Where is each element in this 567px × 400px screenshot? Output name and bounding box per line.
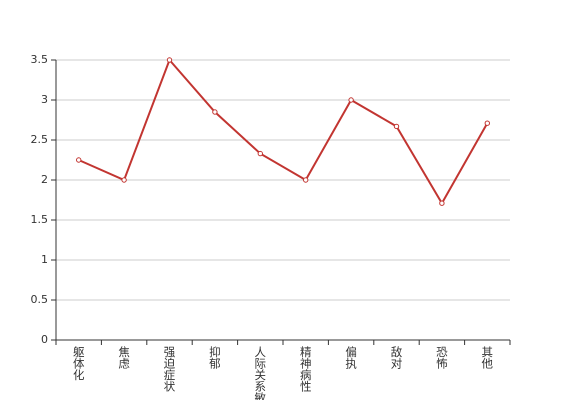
point [121,177,127,183]
x-tick-label: 强迫症状 [163,346,177,392]
x-tick-label: 偏执 [344,345,358,370]
x-tick-label: 焦虑 [117,346,131,369]
y-tick-label: 0.5 [31,293,49,306]
x-tick-label: 人际关系敏感 [253,346,267,400]
y-tick-label: 1.5 [31,213,49,226]
point [76,157,82,163]
x-tick-label: 恐怖 [435,346,449,369]
y-tick-label: 1 [41,253,48,266]
y-tick-label: 2 [41,173,48,186]
point [166,57,173,63]
point [348,97,354,103]
point [439,200,445,206]
y-tick-label: 3 [41,93,48,106]
x-tick-label: 躯体化 [72,346,86,381]
y-tick-label: 3.5 [31,53,49,66]
y-tick-label: 0 [41,333,48,346]
line [78,58,489,206]
x-tick-label: 敌对 [390,345,404,369]
x-tick-label: 抑郁 [208,345,222,369]
x-tick-label: 其他 [480,346,494,369]
point [303,177,309,183]
y-tick-label: 2.5 [31,133,49,146]
x-tick-label: 精神病性 [299,346,313,393]
point [212,109,218,115]
point [257,150,263,157]
point [393,123,400,130]
point [484,120,490,126]
